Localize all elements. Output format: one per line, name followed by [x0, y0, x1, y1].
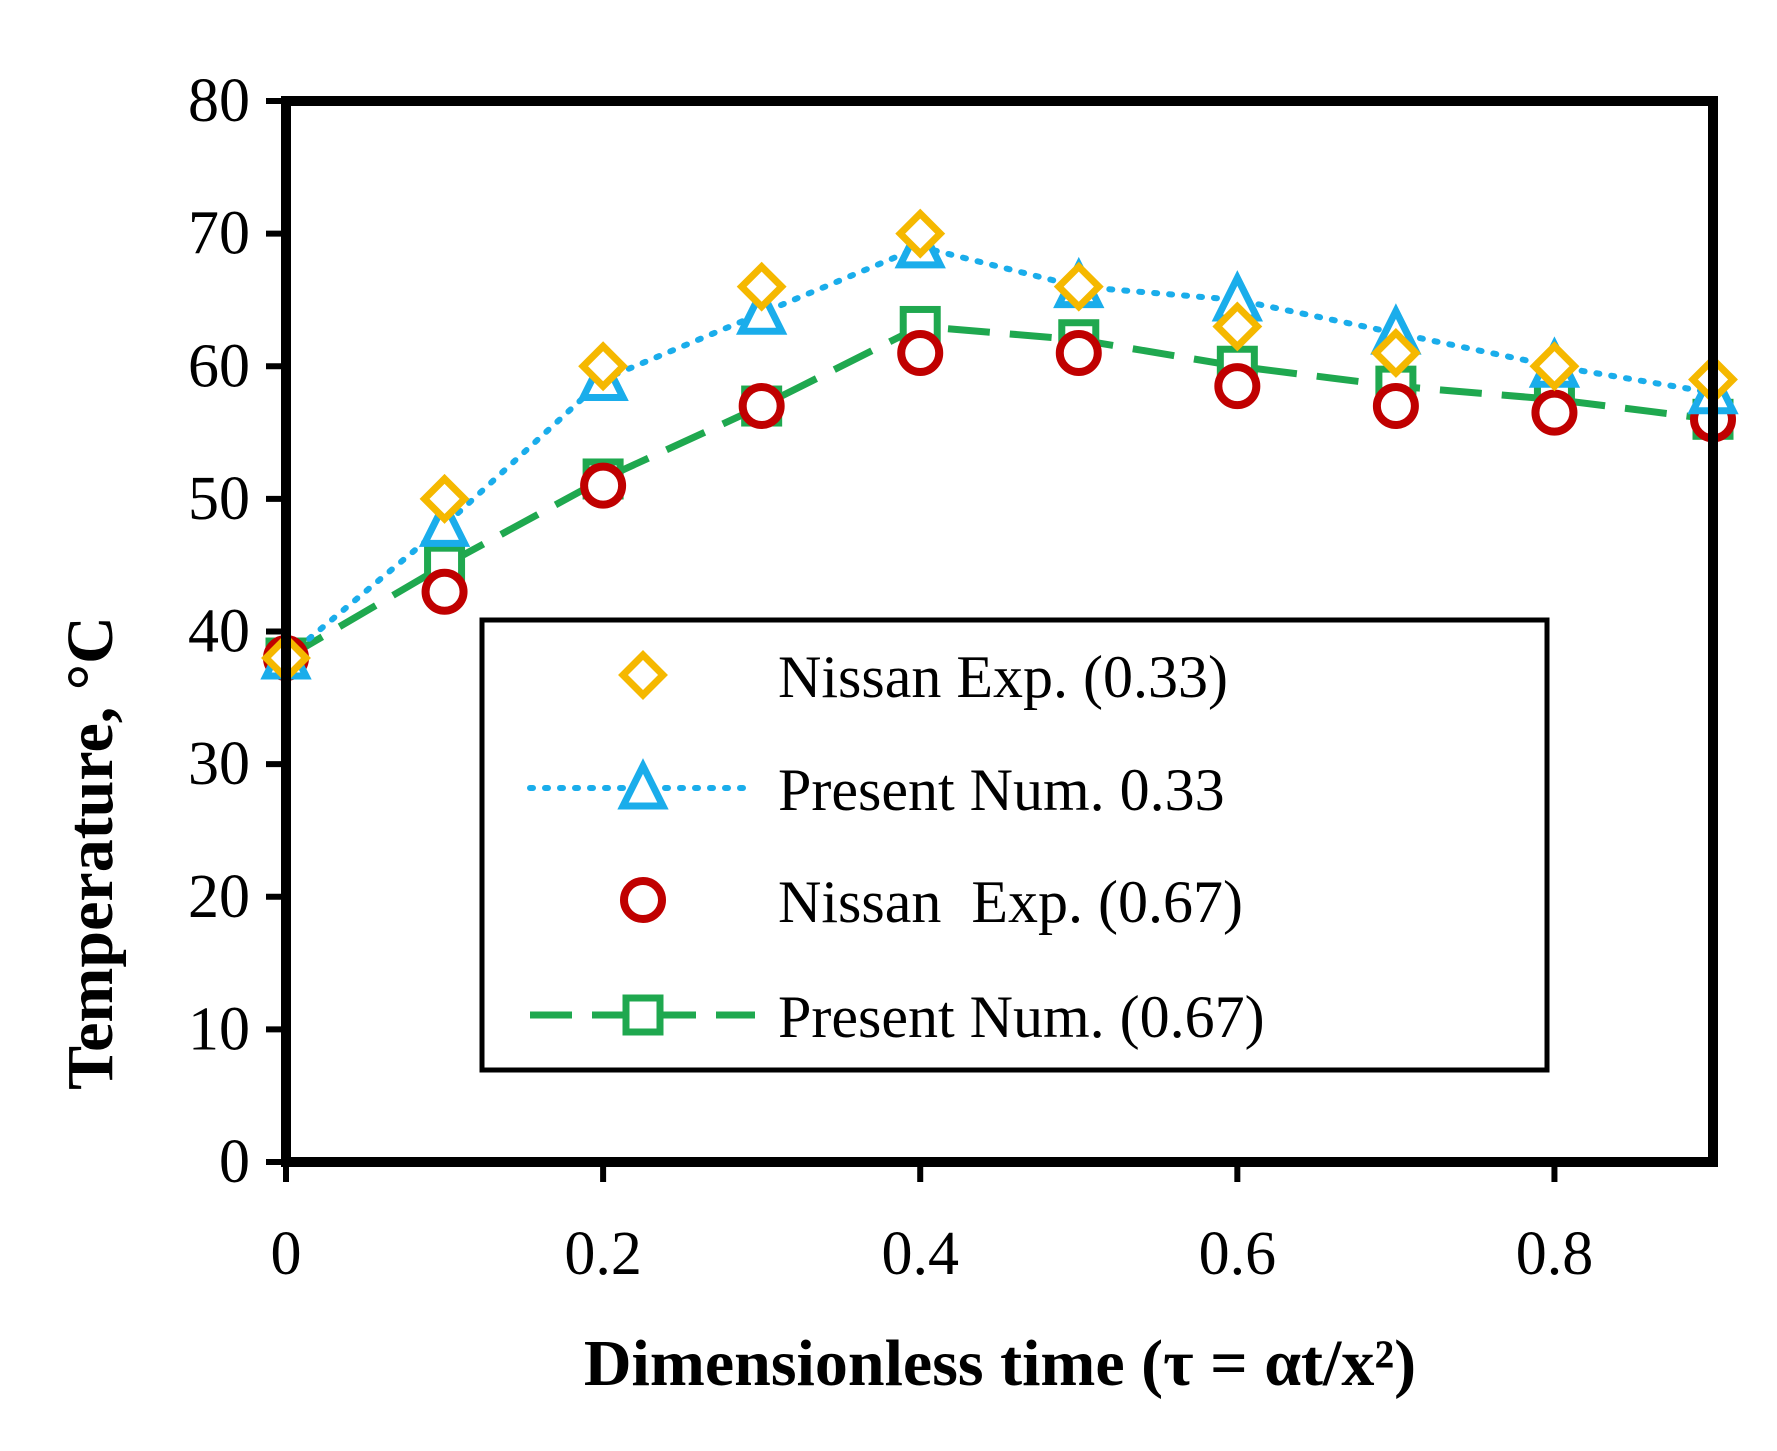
legend-triangle-marker [617, 758, 669, 810]
y-tick-label: 40 [188, 598, 250, 666]
circle-marker [1214, 363, 1261, 410]
circle-marker [1372, 383, 1419, 430]
circle-marker [738, 383, 785, 430]
circle-marker [897, 329, 944, 376]
legend-item: Present Num. 0.33 [527, 757, 1225, 823]
y-tick-label: 0 [219, 1128, 250, 1196]
series-line-3 [284, 322, 1714, 662]
legend-item: Nissan Exp. (0.33) [618, 644, 1228, 710]
x-axis-ticks: 0 0.2 0.4 0.6 0.8 [271, 1162, 1594, 1288]
plot-frame [281, 96, 1718, 1167]
y-axis-title: Temperature, °C [54, 616, 127, 1090]
legend-label: Nissan Exp. (0.33) [778, 644, 1228, 710]
diamond-marker [1212, 301, 1263, 352]
y-tick-label: 80 [188, 67, 250, 135]
legend-square-marker [622, 994, 664, 1036]
y-tick-label: 70 [188, 200, 250, 268]
legend-circle-marker [620, 877, 666, 923]
diamond-marker [1529, 341, 1580, 392]
x-tick-label: 0.8 [1516, 1220, 1594, 1288]
diamond-marker [578, 341, 629, 392]
diamond-marker [419, 473, 470, 524]
series-line-1 [283, 243, 1716, 662]
y-tick-label: 10 [188, 995, 250, 1063]
x-tick-label: 0.4 [881, 1220, 959, 1288]
x-tick-label: 0.6 [1199, 1220, 1277, 1288]
circle-marker [580, 462, 627, 509]
y-tick-label: 30 [188, 730, 250, 798]
legend-label: Present Num. 0.33 [778, 757, 1225, 823]
x-tick-label: 0 [271, 1220, 302, 1288]
legend-diamond-marker [618, 650, 668, 700]
circle-marker [1055, 329, 1102, 376]
legend-label: Present Num. (0.67) [778, 984, 1265, 1050]
y-tick-label: 60 [188, 332, 250, 400]
legend-item: Present Num. (0.67) [530, 984, 1265, 1050]
series-layer [260, 208, 1739, 683]
diamond-marker [1053, 261, 1104, 312]
circle-marker [1531, 389, 1578, 436]
y-tick-label: 20 [188, 863, 250, 931]
y-tick-label: 50 [188, 465, 250, 533]
x-axis-title: Dimensionless time (τ = αt/x²) [584, 1327, 1416, 1400]
y-axis-ticks: 0 10 20 30 40 50 60 70 80 [188, 67, 286, 1196]
series-markers-1 [260, 217, 1739, 680]
diamond-marker [895, 208, 946, 259]
series-markers-0 [261, 208, 1738, 683]
legend: Nissan Exp. (0.33) Present Num. 0.33 Nissa… [479, 617, 1550, 1073]
x-tick-label: 0.2 [564, 1220, 642, 1288]
circle-marker [421, 568, 468, 615]
legend-item: Nissan Exp. (0.67) [620, 869, 1243, 935]
diamond-marker [1370, 328, 1421, 378]
diamond-marker [736, 261, 787, 312]
legend-label: Nissan Exp. (0.67) [778, 869, 1243, 935]
